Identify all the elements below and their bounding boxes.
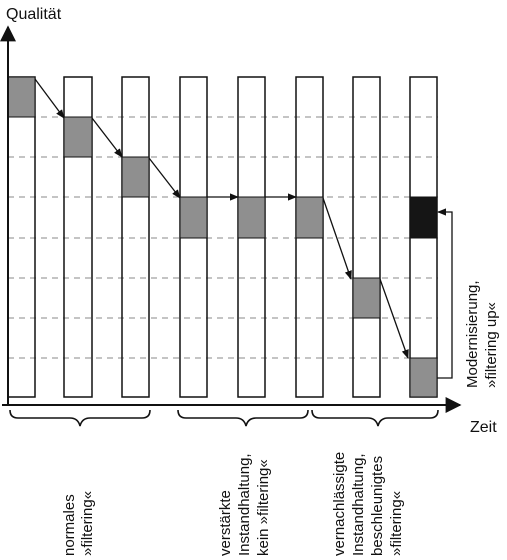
- group-3-label-line2: Instandhaltung,: [350, 453, 367, 556]
- quality-cell-8: [409, 357, 438, 398]
- column-7: [352, 76, 381, 398]
- group-braces: [9, 409, 439, 427]
- quality-cell-6: [295, 196, 324, 239]
- group-1-label-line2: »filtering«: [79, 491, 96, 556]
- transition-arrow-3: [148, 157, 181, 199]
- transition-arrow-2: [91, 117, 123, 158]
- brace-group-1: [9, 409, 151, 427]
- transition-arrow-1: [34, 78, 65, 119]
- column-3: [121, 76, 150, 398]
- column-1: [7, 76, 36, 398]
- group-2-label-line2: Instandhaltung,: [236, 453, 253, 556]
- column-2: [63, 76, 93, 398]
- brace-group-3: [311, 409, 439, 427]
- transition-arrows: [34, 78, 453, 379]
- quality-cell-4: [179, 196, 208, 239]
- quality-cells: [7, 76, 438, 398]
- quality-cell-7: [352, 277, 381, 319]
- quality-cell-3: [121, 156, 150, 198]
- group-1-label-line1: normales: [61, 494, 78, 556]
- y-axis-label: Qualität: [6, 6, 62, 23]
- transition-arrow-7: [379, 278, 409, 359]
- group-labels: normales »filtering« verstärkte Instandh…: [61, 452, 405, 556]
- quality-cell-5: [237, 196, 266, 239]
- quality-cell-2: [63, 116, 93, 158]
- group-2-label-line3: kein »filtering«: [255, 459, 272, 556]
- group-2-label-line1: verstärkte: [217, 490, 234, 556]
- group-3-label-line1: vernachlässigte: [331, 452, 348, 556]
- group-3-label-line3: beschleunigtes: [369, 456, 386, 556]
- axes: [0, 25, 462, 413]
- brace-group-2: [177, 409, 309, 427]
- x-axis-label: Zeit: [470, 419, 497, 436]
- modernization-label-line1: Modernisierung,: [464, 280, 481, 388]
- modernized-cell: [409, 196, 438, 239]
- quality-cell-1: [7, 76, 36, 118]
- transition-arrow-6: [322, 197, 352, 280]
- modernization-label-line2: »filtering up«: [483, 302, 500, 388]
- group-3-label-line4: »filtering«: [388, 491, 405, 556]
- modernization-arrow: [437, 208, 453, 379]
